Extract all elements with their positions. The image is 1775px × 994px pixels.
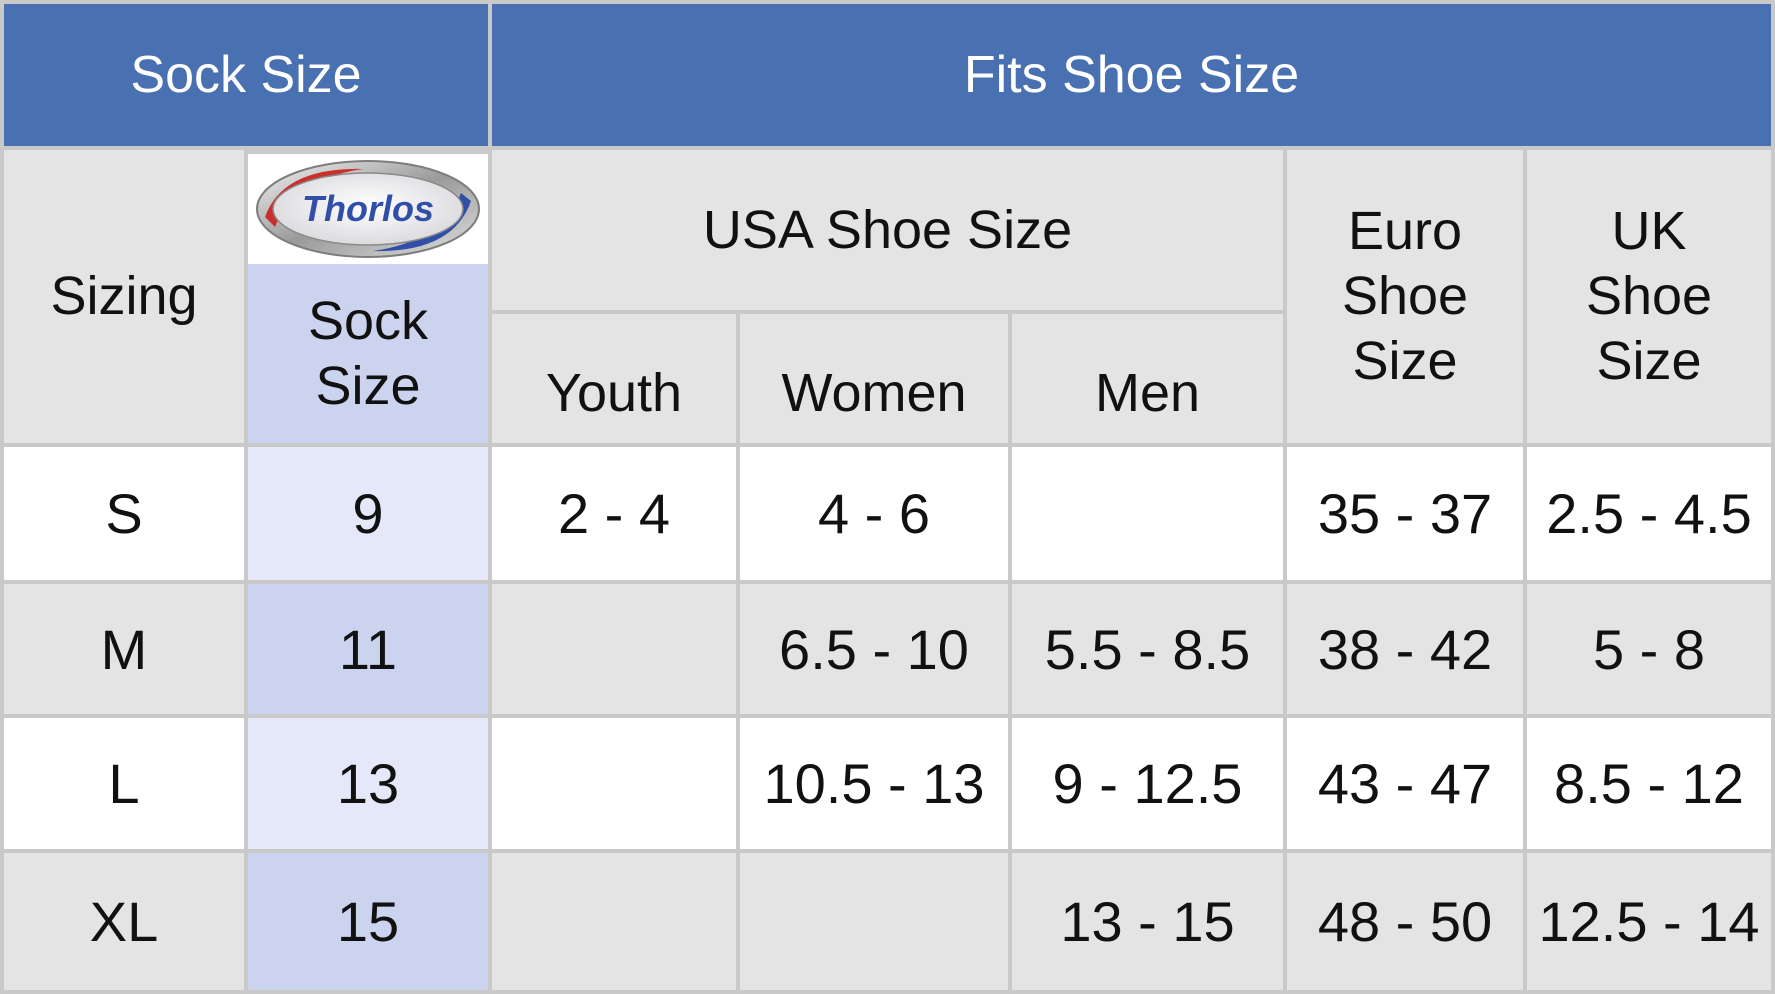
header-euro-shoe-size: Euro Shoe Size <box>1287 150 1523 443</box>
sock-size-line1: Sock <box>307 290 429 351</box>
row-s-euro: 35 - 37 <box>1287 447 1523 580</box>
row-xl-youth <box>492 853 736 990</box>
row-l-youth <box>492 718 736 849</box>
row-xl-women <box>740 853 1008 990</box>
header-women: Women <box>740 314 1008 443</box>
row-m-sizing: M <box>4 584 244 714</box>
row-xl-sock: 15 <box>248 853 488 990</box>
row-s-men <box>1012 447 1283 580</box>
euro-line2: Shoe <box>1341 266 1469 327</box>
svg-text:Thorlos: Thorlos <box>302 188 434 229</box>
euro-line3: Size <box>1352 330 1458 391</box>
header-usa-shoe-size: USA Shoe Size <box>492 150 1283 310</box>
header-youth: Youth <box>492 314 736 443</box>
row-m-euro: 38 - 42 <box>1287 584 1523 714</box>
euro-line1: Euro <box>1347 201 1463 262</box>
header-sock-size-sub: Sock Size <box>248 264 488 443</box>
row-l-euro: 43 - 47 <box>1287 718 1523 849</box>
thorlos-logo: Thorlos <box>248 154 488 264</box>
row-m-youth <box>492 584 736 714</box>
row-l-men: 9 - 12.5 <box>1012 718 1283 849</box>
row-l-sock: 13 <box>248 718 488 849</box>
row-xl-uk: 12.5 - 14 <box>1527 853 1771 990</box>
header-sizing: Sizing <box>4 150 244 443</box>
row-m-uk: 5 - 8 <box>1527 584 1771 714</box>
header-men: Men <box>1012 314 1283 443</box>
row-m-men: 5.5 - 8.5 <box>1012 584 1283 714</box>
row-l-uk: 8.5 - 12 <box>1527 718 1771 849</box>
row-s-sizing: S <box>4 447 244 580</box>
row-m-women: 6.5 - 10 <box>740 584 1008 714</box>
row-s-women: 4 - 6 <box>740 447 1008 580</box>
sock-size-line2: Size <box>315 355 421 416</box>
thorlos-logo-icon: Thorlos <box>256 160 480 258</box>
header-sock-size: Sock Size <box>4 4 488 146</box>
header-uk-shoe-size: UK Shoe Size <box>1527 150 1771 443</box>
uk-line1: UK <box>1611 201 1687 262</box>
row-m-sock: 11 <box>248 584 488 714</box>
row-s-youth: 2 - 4 <box>492 447 736 580</box>
header-fits-shoe-size: Fits Shoe Size <box>492 4 1771 146</box>
row-xl-sizing: XL <box>4 853 244 990</box>
row-xl-euro: 48 - 50 <box>1287 853 1523 990</box>
uk-line3: Size <box>1596 330 1702 391</box>
row-s-sock: 9 <box>248 447 488 580</box>
row-xl-men: 13 - 15 <box>1012 853 1283 990</box>
uk-line2: Shoe <box>1585 266 1713 327</box>
row-l-sizing: L <box>4 718 244 849</box>
row-l-women: 10.5 - 13 <box>740 718 1008 849</box>
row-s-uk: 2.5 - 4.5 <box>1527 447 1771 580</box>
